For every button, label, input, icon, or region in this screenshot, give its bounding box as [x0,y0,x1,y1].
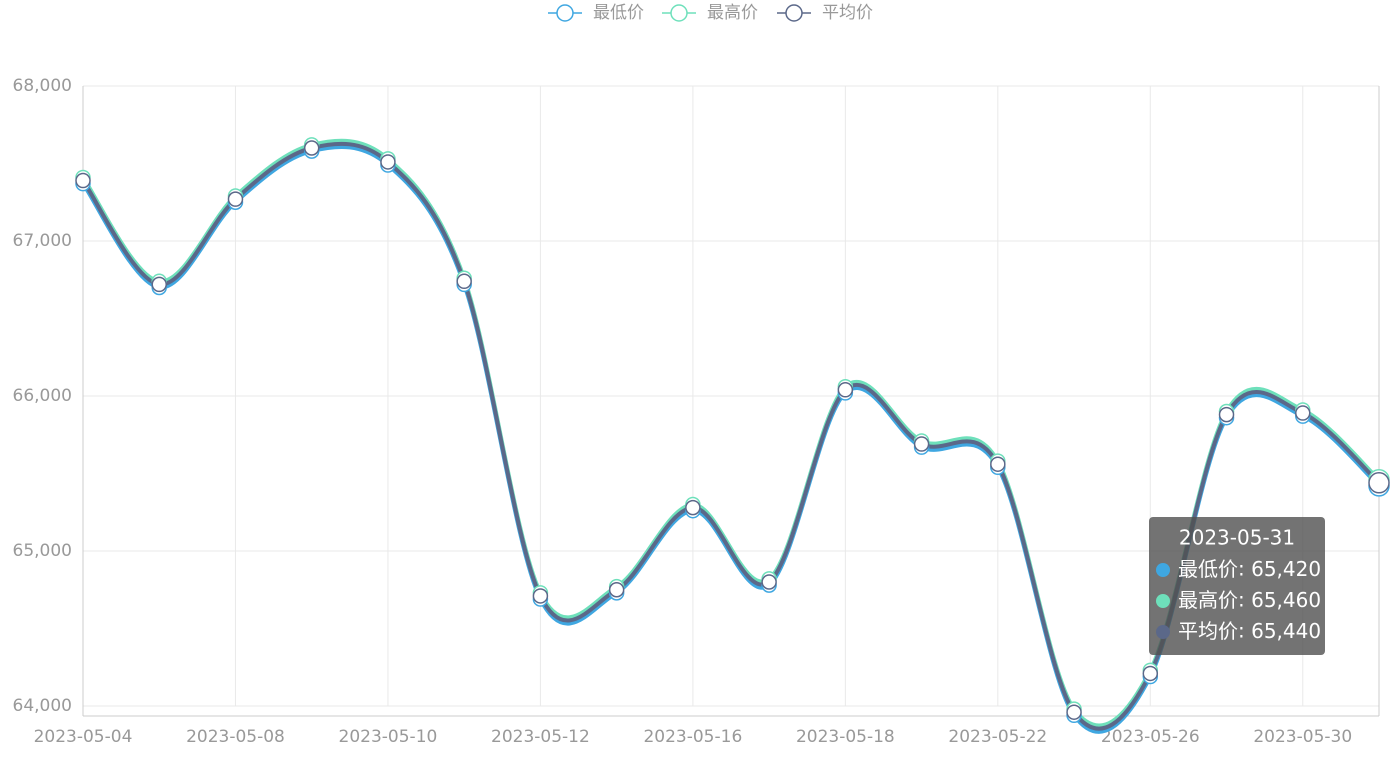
point [532,588,549,604]
tooltip-row: 最高价: 65,460 [1178,588,1321,612]
point [837,382,854,398]
x-tick-label: 2023-05-16 [643,727,742,747]
x-tick-label: 2023-05-08 [186,727,285,747]
legend-icon [670,4,688,22]
lines [75,137,1390,734]
point [608,582,625,598]
tooltip: 2023-05-31 最低价: 65,420 最高价: 65,460 平均价: 65… [1149,517,1325,655]
point [456,273,472,290]
y-tick-label: 66,000 [13,386,72,406]
tooltip-series: 最高价 [1178,588,1238,612]
x-tick-label: 2023-05-18 [796,727,895,747]
point [75,172,91,189]
legend-icon [785,4,803,22]
series-line [81,141,1381,731]
y-tick-label: 64,000 [13,696,72,716]
legend-icon [556,4,574,22]
x-tick-label: 2023-05-30 [1253,727,1352,747]
legend: 最低价 最高价 平均价 [548,3,873,23]
x-tick-label: 2023-05-12 [491,727,590,747]
tooltip-dot [1156,563,1170,577]
legend-label: 最低价 [593,3,644,23]
tooltip-series: 平均价 [1178,619,1238,643]
tooltip-box [1149,517,1325,655]
x-tick-label: 2023-05-26 [1101,727,1200,747]
y-tick-label: 68,000 [13,76,72,96]
legend-label: 最高价 [707,3,758,23]
tooltip-series: 最低价 [1178,557,1238,581]
tooltip-value: 65,420 [1251,557,1321,581]
tooltip-dot [1156,625,1170,639]
point [1295,405,1311,421]
point [1066,704,1082,720]
point [151,276,167,293]
point [990,456,1006,472]
point [1218,406,1235,423]
tooltip-value: 65,460 [1251,588,1321,612]
tooltip-row: 最低价: 65,420 [1178,557,1321,581]
tooltip-dot [1156,594,1170,608]
point [303,140,320,156]
point [1142,665,1159,682]
x-tick-label: 2023-05-04 [34,727,133,747]
tooltip-row: 平均价: 65,440 [1178,619,1321,643]
legend-label: 平均价 [822,3,873,23]
y-tick-label: 65,000 [13,541,72,561]
tooltip-title: 2023-05-31 [1179,526,1295,550]
point [1368,472,1390,494]
point [227,191,244,207]
point [913,436,930,452]
point [685,499,701,516]
x-tick-label: 2023-05-10 [339,727,438,747]
y-tick-label: 67,000 [13,231,72,251]
tooltip-value: 65,440 [1251,619,1321,643]
point [380,154,396,170]
point [761,574,777,590]
x-tick-label: 2023-05-22 [948,727,1047,747]
